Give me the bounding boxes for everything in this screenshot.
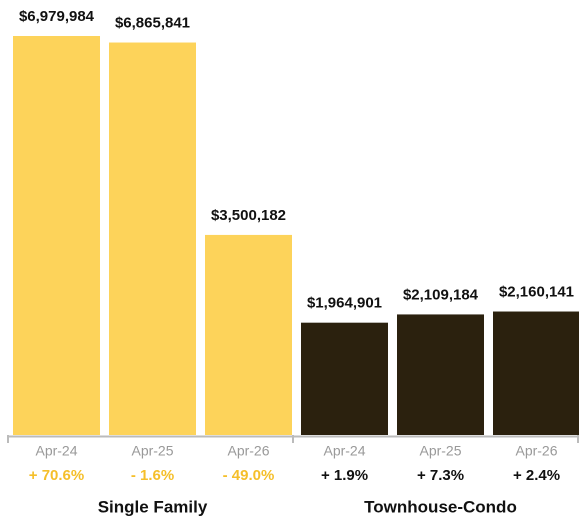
- bar: [205, 234, 292, 435]
- value-label: $6,979,984: [19, 8, 95, 25]
- value-label: $2,160,141: [499, 283, 574, 300]
- value-label: $1,964,901: [307, 295, 382, 312]
- legend-label: Single Family: [98, 497, 208, 516]
- legend-label: Townhouse-Condo: [364, 497, 517, 516]
- bar: [109, 42, 196, 435]
- change-label: + 1.9%: [321, 467, 368, 484]
- x-tick-label: Apr-24: [323, 443, 365, 459]
- value-label: $6,865,841: [115, 14, 190, 31]
- value-label: $3,500,182: [211, 207, 286, 224]
- change-label: + 7.3%: [417, 467, 464, 484]
- x-tick-label: Apr-26: [515, 443, 557, 459]
- change-label: - 49.0%: [223, 467, 275, 484]
- change-label: - 1.6%: [131, 467, 174, 484]
- bar: [397, 314, 484, 435]
- change-label: + 2.4%: [513, 467, 560, 484]
- x-tick-label: Apr-26: [227, 443, 269, 459]
- x-tick-label: Apr-24: [35, 443, 77, 459]
- bar: [301, 322, 388, 435]
- bar: [493, 311, 579, 435]
- change-label: + 70.6%: [29, 467, 84, 484]
- bar: [13, 36, 100, 435]
- x-tick-label: Apr-25: [419, 443, 461, 459]
- value-label: $2,109,184: [403, 286, 479, 303]
- x-tick-label: Apr-25: [131, 443, 173, 459]
